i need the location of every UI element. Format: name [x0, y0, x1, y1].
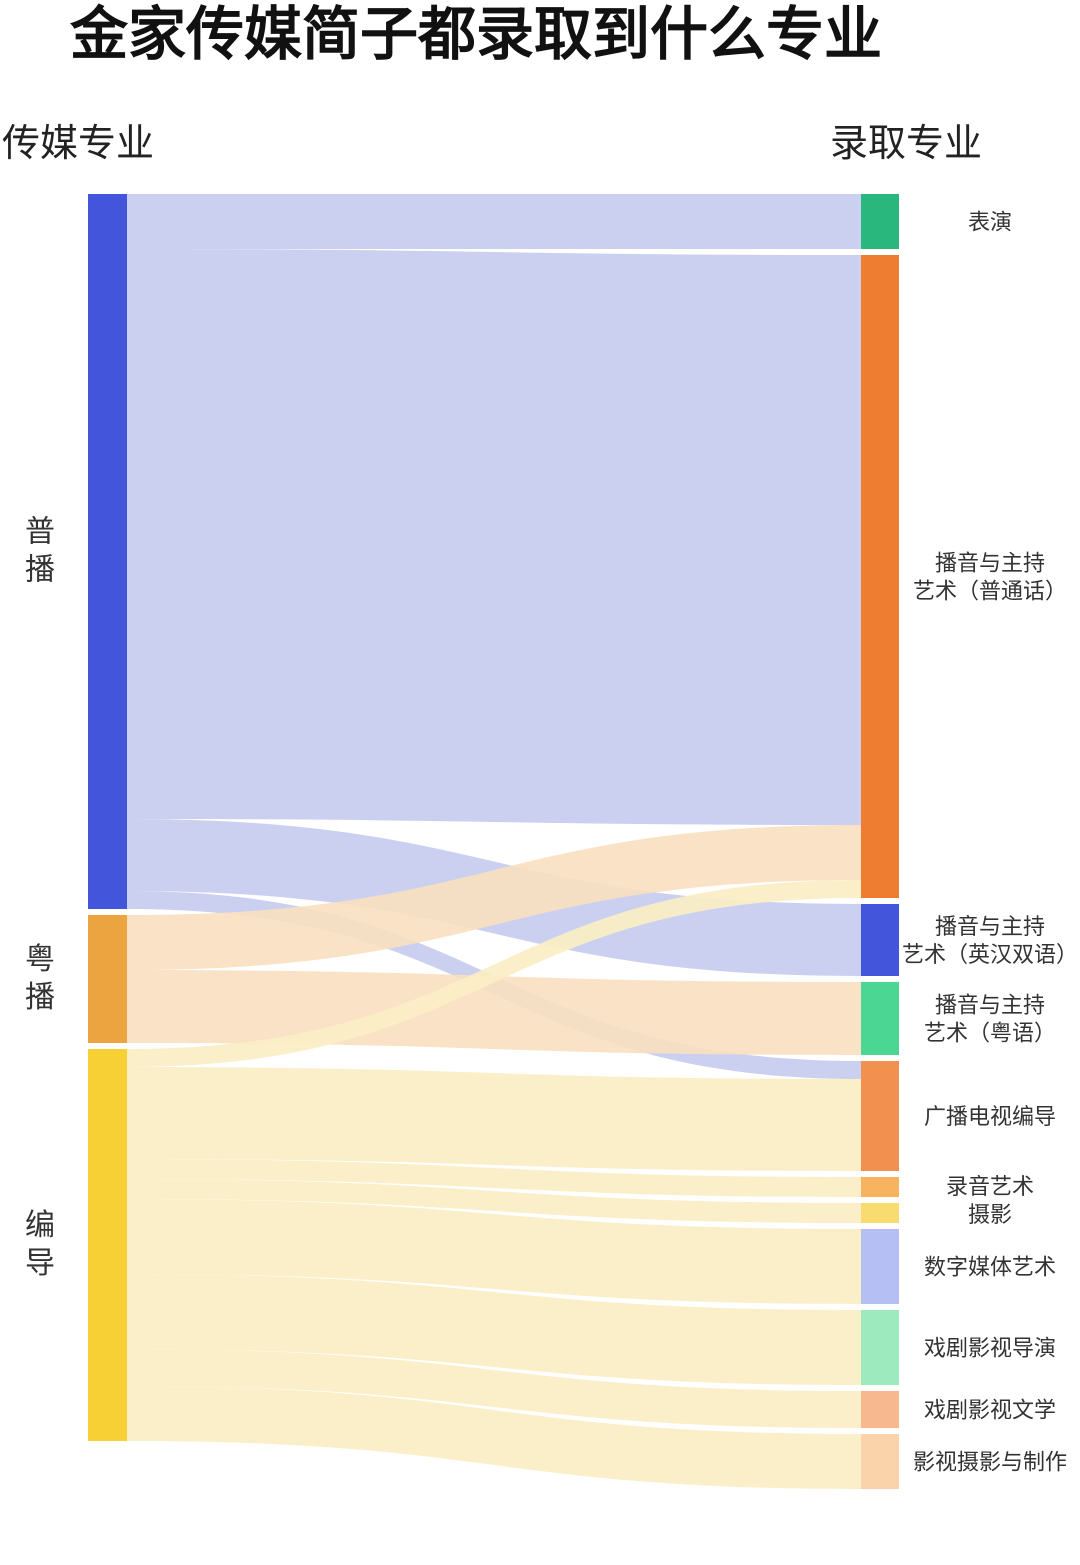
link-layer	[127, 194, 861, 1489]
target-label-bobo_yh: 播音与主持艺术（英汉双语）	[902, 915, 1078, 968]
link-yuebo-bobo_yy	[127, 970, 861, 1055]
target-label-gbdsbd: 广播电视编导	[924, 1105, 1056, 1130]
target-node-gbdsbd	[861, 1061, 899, 1171]
target-node-xjwx	[861, 1391, 899, 1428]
link-yuebo-bobo_pth	[127, 825, 861, 970]
target-label-biaoyan: 表演	[968, 211, 1012, 236]
right-header: 录取专业	[830, 121, 982, 165]
link-pubo-bobo_pth	[127, 249, 861, 825]
source-node-pubo	[88, 194, 127, 909]
target-label-xjdy: 戏剧影视导演	[924, 1337, 1056, 1362]
target-node-xjdy	[861, 1310, 899, 1385]
target-node-yssy	[861, 1434, 899, 1489]
target-label-bobo_yy: 播音与主持艺术（粤语）	[924, 994, 1056, 1047]
target-node-biaoyan	[861, 194, 899, 249]
left-header: 传媒专业	[2, 121, 154, 165]
source-label-yuebo: 粤播	[25, 942, 55, 1015]
link-biandao-yssy	[127, 1386, 861, 1489]
target-label-luyin-sheying: 录音艺术摄影	[946, 1175, 1034, 1228]
target-node-sheying	[861, 1203, 899, 1223]
target-label-shuzi: 数字媒体艺术	[924, 1256, 1056, 1281]
chart-title: 金家传媒简子都录取到什么专业	[70, 0, 882, 68]
target-label-bobo_pth: 播音与主持艺术（普通话）	[913, 552, 1067, 605]
source-label-pubo: 普播	[25, 515, 55, 588]
link-biandao-xjdy	[127, 1274, 861, 1385]
target-node-bobo_yy	[861, 982, 899, 1055]
target-node-luyin	[861, 1177, 899, 1197]
node-layer	[88, 194, 899, 1489]
target-node-bobo_pth	[861, 255, 899, 898]
target-node-shuzi	[861, 1229, 899, 1304]
link-biandao-shuzi	[127, 1199, 861, 1304]
source-node-yuebo	[88, 915, 127, 1043]
source-label-biandao: 编导	[25, 1208, 55, 1281]
link-biandao-sheying	[127, 1179, 861, 1223]
link-biandao-gbdsbd	[127, 1067, 861, 1171]
source-node-biandao	[88, 1049, 127, 1441]
target-node-bobo_yh	[861, 904, 899, 976]
target-label-yssy: 影视摄影与制作	[913, 1451, 1067, 1476]
link-pubo-biaoyan	[127, 194, 861, 249]
link-biandao-bobo_pth	[127, 880, 861, 1067]
link-biandao-xjwx	[127, 1349, 861, 1428]
link-biandao-luyin	[127, 1159, 861, 1197]
target-label-xjwx: 戏剧影视文学	[924, 1399, 1056, 1424]
